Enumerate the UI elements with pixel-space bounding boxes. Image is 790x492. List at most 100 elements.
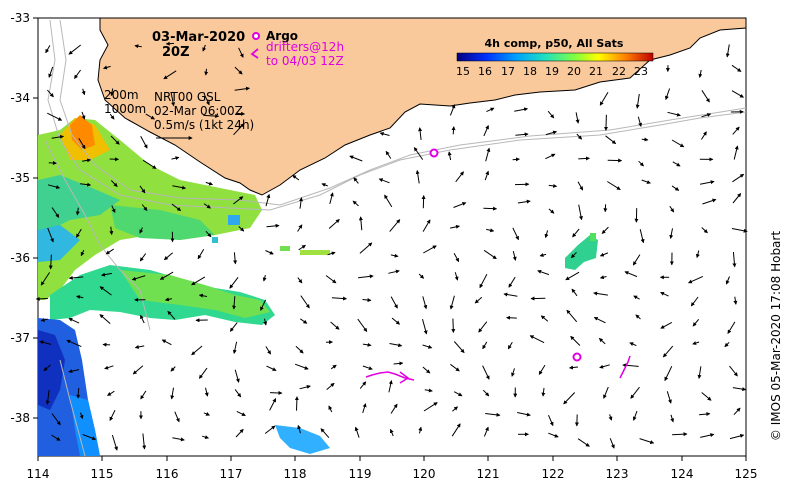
- current-vector-arrow: [299, 197, 304, 209]
- current-vector-arrow: [74, 69, 82, 79]
- current-vector-arrow: [478, 321, 488, 333]
- current-vector-arrow: [632, 254, 641, 266]
- axis-ticks: [33, 17, 747, 461]
- x-tick-label: 121: [477, 467, 500, 481]
- current-vector-arrow: [422, 296, 428, 310]
- current-vector-arrow: [544, 230, 549, 239]
- current-vector-arrow: [700, 180, 715, 185]
- y-tick-label: -36: [10, 251, 30, 265]
- current-vector-arrow: [638, 160, 644, 167]
- current-vector-arrow: [48, 160, 57, 165]
- current-vector-arrow: [378, 178, 390, 184]
- current-vector-arrow: [424, 388, 433, 393]
- current-vector-arrow: [43, 364, 51, 372]
- current-vector-arrow: [483, 206, 498, 211]
- current-vector-arrow: [732, 192, 742, 204]
- current-vector-arrow: [624, 271, 638, 278]
- y-tick-labels: -33 -34 -35 -36 -37 -38: [10, 11, 30, 425]
- current-vector-arrow: [418, 273, 425, 279]
- current-vector-arrow: [725, 276, 730, 285]
- current-vector-arrow: [422, 344, 433, 349]
- current-vector-arrow: [566, 309, 578, 323]
- current-vector-arrow: [451, 318, 456, 334]
- y-tick-label: -33: [10, 11, 30, 25]
- current-vector-arrow: [35, 296, 48, 301]
- current-vector-arrow: [297, 224, 303, 232]
- current-vector-arrow: [145, 113, 155, 120]
- current-vector-arrow: [297, 424, 302, 434]
- current-vector-arrow: [163, 70, 177, 80]
- current-vector-arrow: [449, 295, 455, 310]
- current-vector-arrow: [75, 207, 80, 216]
- current-vector-arrow: [105, 248, 114, 255]
- current-vector-arrow: [389, 219, 401, 232]
- current-vector-arrow: [632, 410, 638, 421]
- current-vector-arrow: [170, 387, 175, 400]
- x-tick-labels: 114 115 116 117 118 119 120 121 122 123 …: [27, 467, 758, 481]
- current-vector-arrow: [482, 341, 488, 350]
- current-vector-arrow: [134, 44, 142, 49]
- current-vector-arrow: [486, 107, 495, 113]
- current-vector-arrow: [51, 413, 61, 426]
- current-vector-arrow: [294, 396, 299, 411]
- current-vector-arrow: [68, 317, 80, 324]
- drifter-legend-icon: [250, 48, 259, 59]
- current-vector-arrow: [204, 68, 209, 76]
- current-vector-arrow: [479, 273, 488, 289]
- current-vector-arrow: [81, 111, 86, 120]
- current-vector-arrow: [99, 314, 111, 324]
- current-vector-arrow: [51, 207, 60, 218]
- current-vector-arrow: [82, 434, 97, 441]
- current-vector-arrow: [328, 219, 340, 229]
- current-vector-arrow: [47, 227, 54, 243]
- x-tick-label: 114: [27, 467, 50, 481]
- current-vector-arrow: [570, 251, 577, 259]
- current-vector-arrow: [229, 276, 239, 289]
- current-vector-arrow: [451, 126, 456, 135]
- current-vector-arrow: [234, 389, 242, 398]
- drifters: [365, 355, 631, 384]
- current-vector-arrow: [171, 156, 180, 161]
- current-vector-arrow: [111, 205, 116, 214]
- current-vector-arrow: [548, 432, 559, 438]
- current-vector-arrow: [388, 269, 400, 274]
- current-vector-arrow: [512, 227, 519, 241]
- current-vector-arrow: [732, 387, 747, 392]
- current-vector-arrow: [593, 316, 606, 324]
- current-vector-arrow: [297, 277, 303, 284]
- current-vector-arrow: [537, 269, 550, 276]
- argo-legend-icon: [252, 32, 260, 40]
- y-tick-label: -35: [10, 171, 30, 185]
- current-vector-arrow: [700, 433, 715, 438]
- current-vector-arrow: [393, 361, 404, 366]
- current-vector-arrow: [266, 223, 280, 228]
- current-vector-arrow: [575, 112, 580, 124]
- current-vector-arrow: [641, 179, 651, 184]
- colorbar-tick: 23: [634, 65, 648, 78]
- current-vector-arrow: [385, 150, 392, 159]
- current-vector-arrow: [508, 276, 516, 288]
- current-vector-arrow: [577, 438, 590, 447]
- current-vector-arrow: [384, 194, 393, 208]
- map-hour: 20Z: [162, 45, 190, 60]
- current-vector-arrow: [666, 391, 672, 404]
- current-vector-arrow: [483, 249, 497, 260]
- colorbar-title: 4h comp, p50, All Sats: [485, 37, 624, 50]
- current-vector-arrow: [483, 426, 489, 437]
- depth-label-200m: 200m: [104, 88, 139, 102]
- current-vector-arrow: [506, 315, 517, 320]
- current-vector-arrow: [664, 365, 673, 382]
- current-vector-arrow: [599, 364, 610, 369]
- current-vector-arrow: [529, 335, 545, 344]
- x-tick-label: 120: [413, 467, 436, 481]
- current-vector-arrow: [702, 198, 717, 205]
- current-vector-arrow: [47, 89, 54, 98]
- current-vector-arrow: [349, 155, 363, 162]
- current-vector-arrow: [203, 412, 211, 416]
- current-vector-arrow: [260, 299, 267, 311]
- current-vector-arrow: [485, 412, 501, 417]
- argo-floats: [429, 148, 582, 362]
- current-vector-arrow: [353, 177, 359, 184]
- current-vector-arrow: [266, 365, 277, 371]
- current-vector-arrow: [665, 88, 671, 101]
